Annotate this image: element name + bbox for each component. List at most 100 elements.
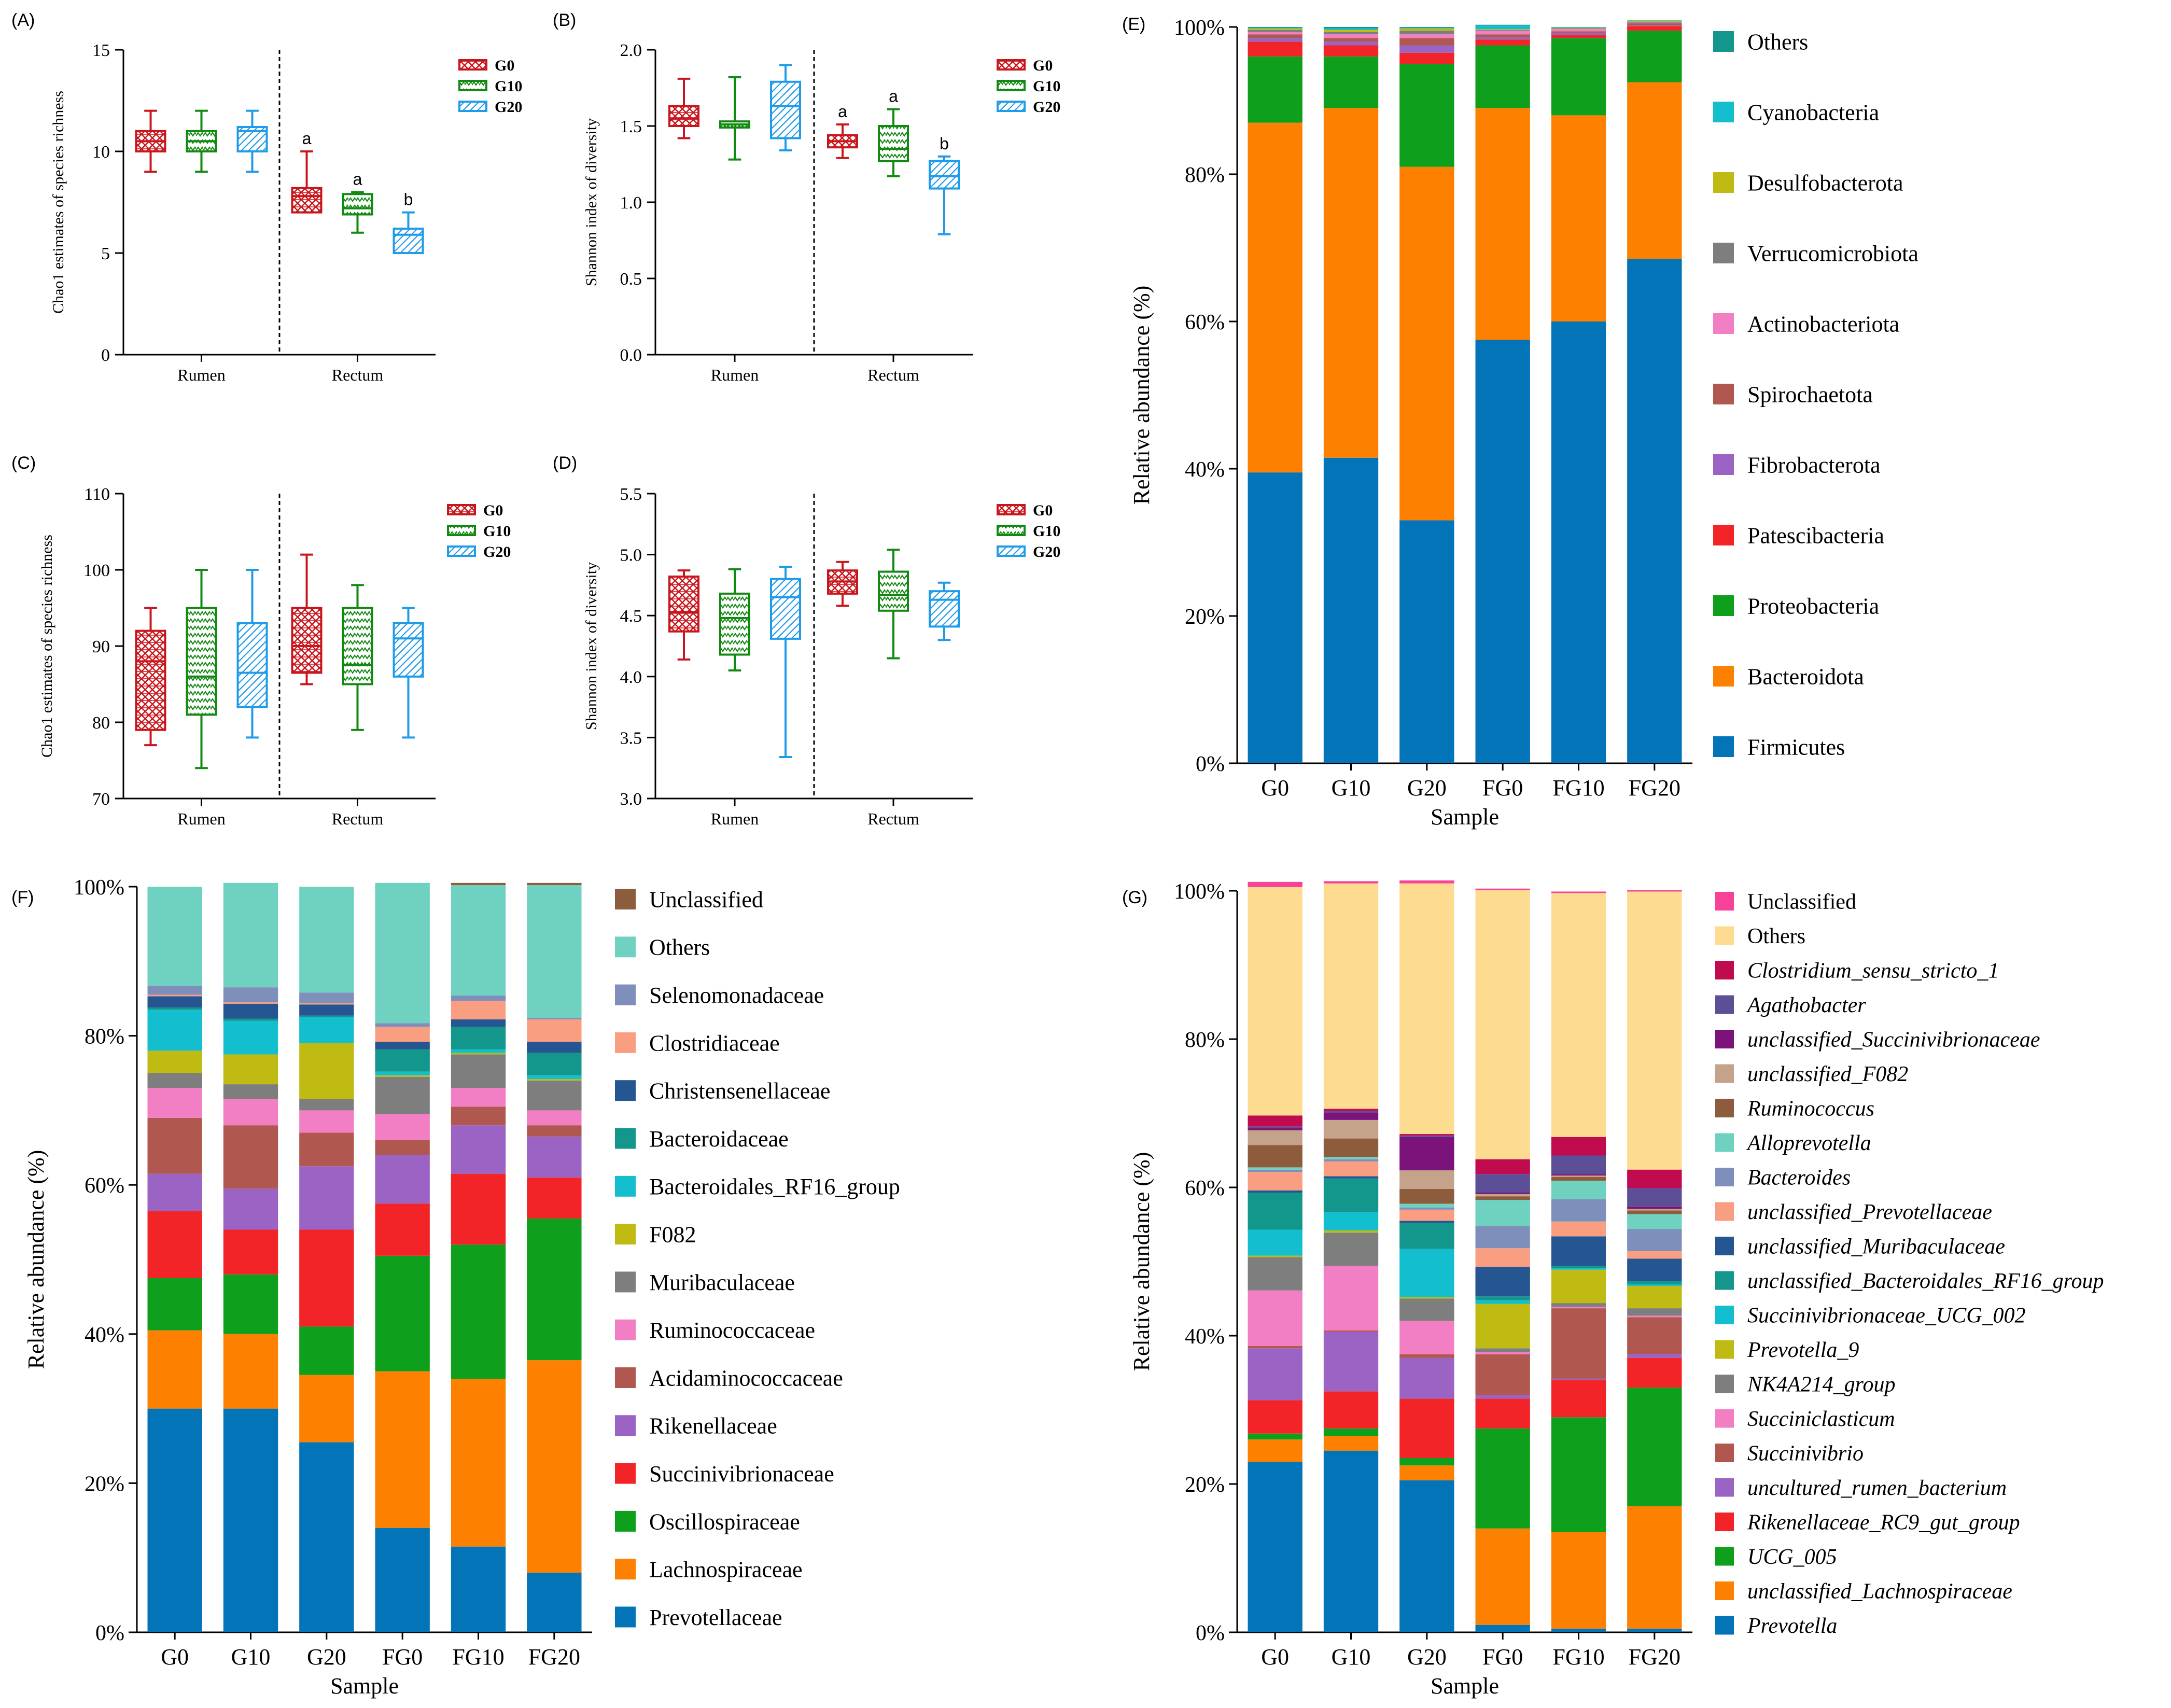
segment-unclassified-f082 [1627, 1209, 1682, 1211]
panel-e: (E) 0% 20% 40% 60% 80% 100% Relative abundance … [1122, 15, 1918, 830]
y-tick-label: 5.5 [620, 485, 642, 504]
segment-uncultured-rumen-bacterium [1475, 1395, 1530, 1399]
y-axis-label: Relative abundance (%) [23, 1150, 49, 1369]
segment-nk4a214-group [1248, 1257, 1302, 1291]
bar-fg20 [527, 883, 582, 1632]
segment-patescibacteria [1475, 39, 1530, 46]
legend-bacteroides: Bacteroides [1715, 1166, 1851, 1190]
legend-uncultured-rumen-bacterium: uncultured_rumen_bacterium [1715, 1476, 2007, 1500]
bar-g0 [1248, 881, 1302, 1632]
segment-clostridium-sensu-stricto-1 [1475, 1159, 1530, 1174]
segment-ruminococcus [1323, 1138, 1379, 1157]
segment-succinivibrionaceae [527, 1177, 582, 1219]
segment-unclassified [1627, 890, 1682, 892]
legend-label: unclassified_Muribaculaceae [1747, 1235, 2005, 1259]
legend-g10: G10 [447, 523, 511, 540]
segment-uncultured-rumen-bacterium [1627, 1354, 1682, 1358]
segment-christensenellaceae [223, 1003, 278, 1019]
segment-proteobacteria [1323, 56, 1379, 108]
legend-g0: G0 [458, 57, 514, 74]
legend-bacteroidota: Bacteroidota [1713, 664, 1864, 689]
segment-muribaculaceae [527, 1080, 582, 1111]
segment-lachnospiraceae [147, 1330, 202, 1409]
x-tick-label: G10 [1332, 775, 1371, 801]
group-label-rumen: Rumen [177, 809, 225, 828]
segment-f082 [299, 1043, 354, 1099]
segment-rikenellaceae [527, 1136, 582, 1178]
segment-spirochaetota [1551, 31, 1606, 33]
segment-succinivibrio [1475, 1354, 1530, 1395]
legend-label: Prevotella [1747, 1614, 1837, 1638]
panel-a: (A) 0 5 10 15 Chao1 estimates of species rich… [11, 10, 522, 384]
segment-fibrobacterota [1627, 25, 1682, 26]
segment-ucg-005 [1248, 1433, 1302, 1440]
legend-label: Cyanobacteria [1747, 100, 1879, 125]
x-tick-label: FG10 [1552, 775, 1604, 801]
segment-patescibacteria [1399, 52, 1454, 64]
legend-label: Succinivibrionaceae [649, 1461, 834, 1487]
segment-ucg-005 [1475, 1428, 1530, 1529]
segment-prevotella-9 [1399, 1297, 1454, 1299]
segment-patescibacteria [1248, 41, 1302, 57]
legend-label: Desulfobacterota [1747, 170, 1903, 195]
box-rectum-g20 [393, 607, 424, 739]
bar-fg0 [1475, 24, 1530, 763]
segment-firmicutes [1627, 259, 1682, 763]
y-tick-label: 0% [95, 1621, 124, 1645]
segment-uncultured-rumen-bacterium [1248, 1348, 1302, 1401]
box-rectum-g10: a [878, 87, 909, 178]
legend-g0: G0 [447, 502, 503, 519]
group-label-rectum: Rectum [332, 366, 384, 384]
segment-unclassified [1551, 891, 1606, 893]
group-label-rumen: Rumen [177, 366, 225, 384]
legend-proteobacteria: Proteobacteria [1713, 593, 1879, 619]
segment-bacteroides [1551, 1199, 1606, 1222]
legend-label: Spirochaetota [1747, 382, 1873, 407]
legend-ruminococcus: Ruminococcus [1715, 1097, 1874, 1121]
segment-ruminococcaceae [147, 1088, 202, 1118]
legend-lachnospiraceae: Lachnospiraceae [615, 1557, 803, 1583]
segment-ruminococcus [1399, 1188, 1454, 1204]
segment-unclassified-muribaculaceae [1399, 1221, 1454, 1223]
box-rumen-g10 [186, 569, 217, 769]
segment-f082 [451, 1053, 506, 1055]
segment-verrucomicrobiota [1248, 30, 1302, 32]
legend-label: G10 [483, 523, 511, 540]
x-tick-label: G0 [1261, 1644, 1289, 1670]
legend-label: Rikenellaceae_RC9_gut_group [1747, 1511, 2020, 1535]
segment-clostridiaceae [527, 1019, 582, 1042]
segment-rikenellaceae [147, 1173, 202, 1211]
legend-label: Christensenellaceae [649, 1079, 830, 1104]
legend-label: Prevotellaceae [649, 1605, 782, 1630]
bar-fg10 [1551, 891, 1606, 1632]
segment-muribaculaceae [375, 1076, 430, 1114]
legend-label: G20 [483, 543, 511, 561]
y-tick-label: 5.0 [620, 546, 642, 565]
segment-cyanobacteria [1399, 27, 1454, 29]
segment-bacteroidaceae [527, 1053, 582, 1075]
bar-g10 [1323, 881, 1379, 1632]
segment-prevotella-9 [1323, 1230, 1379, 1233]
y-tick-label: 0% [1196, 752, 1225, 776]
segment-prevotella [1399, 1480, 1454, 1632]
segment-others [1323, 27, 1379, 29]
legend-clostridium-sensu-stricto-1: Clostridium_sensu_stricto_1 [1715, 959, 1999, 983]
segment-prevotella-9 [1248, 1255, 1302, 1257]
x-tick-label: FG10 [452, 1644, 504, 1670]
segment-f082 [147, 1051, 202, 1073]
segment-f082 [375, 1075, 430, 1077]
segment-others [1399, 883, 1454, 1135]
y-axis-label: Relative abundance (%) [1129, 1152, 1154, 1371]
segment-unclassified-lachnospiraceae [1627, 1506, 1682, 1629]
segment-prevotella-9 [1475, 1304, 1530, 1349]
segment-unclassified [1248, 881, 1302, 887]
segment-unclassified-muribaculaceae [1551, 1236, 1606, 1266]
segment-unclassified-lachnospiraceae [1248, 1439, 1302, 1462]
segment-lachnospiraceae [223, 1334, 278, 1409]
segment-actinobacteriota [1475, 31, 1530, 35]
segment-others [1248, 887, 1302, 1116]
segment-unclassified [527, 883, 582, 886]
segment-fibrobacterota [1248, 38, 1302, 42]
bar-g20 [299, 887, 354, 1632]
segment-clostridiaceae [451, 1001, 506, 1019]
